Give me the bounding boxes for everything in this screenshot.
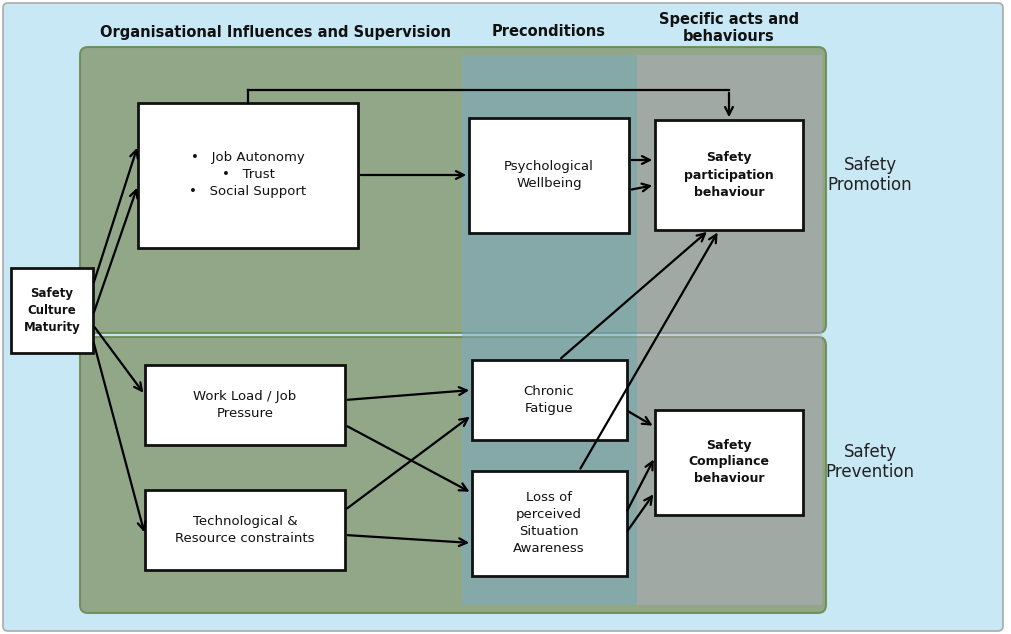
Text: Safety
Compliance
behaviour: Safety Compliance behaviour [688,439,769,486]
Text: Safety
Culture
Maturity: Safety Culture Maturity [23,287,81,333]
Bar [637,55,822,605]
FancyBboxPatch shape [469,117,629,233]
FancyBboxPatch shape [145,365,345,445]
Text: Specific acts and
behaviours: Specific acts and behaviours [659,12,799,44]
Text: Chronic
Fatigue: Chronic Fatigue [524,385,574,415]
FancyBboxPatch shape [137,103,358,247]
Text: Safety
Promotion: Safety Promotion [828,155,912,195]
FancyBboxPatch shape [471,360,627,440]
Text: Psychological
Wellbeing: Psychological Wellbeing [504,160,593,190]
Bar [462,55,637,605]
Text: Work Load / Job
Pressure: Work Load / Job Pressure [193,390,296,420]
Text: Technological &
Resource constraints: Technological & Resource constraints [175,515,314,545]
FancyBboxPatch shape [655,120,803,230]
FancyBboxPatch shape [655,410,803,515]
Text: Safety
participation
behaviour: Safety participation behaviour [684,152,773,198]
Text: Preconditions: Preconditions [492,25,606,39]
FancyBboxPatch shape [471,470,627,576]
Text: Loss of
perceived
Situation
Awareness: Loss of perceived Situation Awareness [514,491,584,555]
FancyBboxPatch shape [145,490,345,570]
Text: •   Job Autonomy
•   Trust
•   Social Support: • Job Autonomy • Trust • Social Support [189,152,306,198]
FancyBboxPatch shape [80,337,826,613]
FancyBboxPatch shape [80,47,826,333]
Text: Organisational Influences and Supervision: Organisational Influences and Supervisio… [99,25,451,39]
Text: Safety
Prevention: Safety Prevention [826,443,915,481]
FancyBboxPatch shape [3,3,1003,631]
FancyBboxPatch shape [11,268,93,353]
